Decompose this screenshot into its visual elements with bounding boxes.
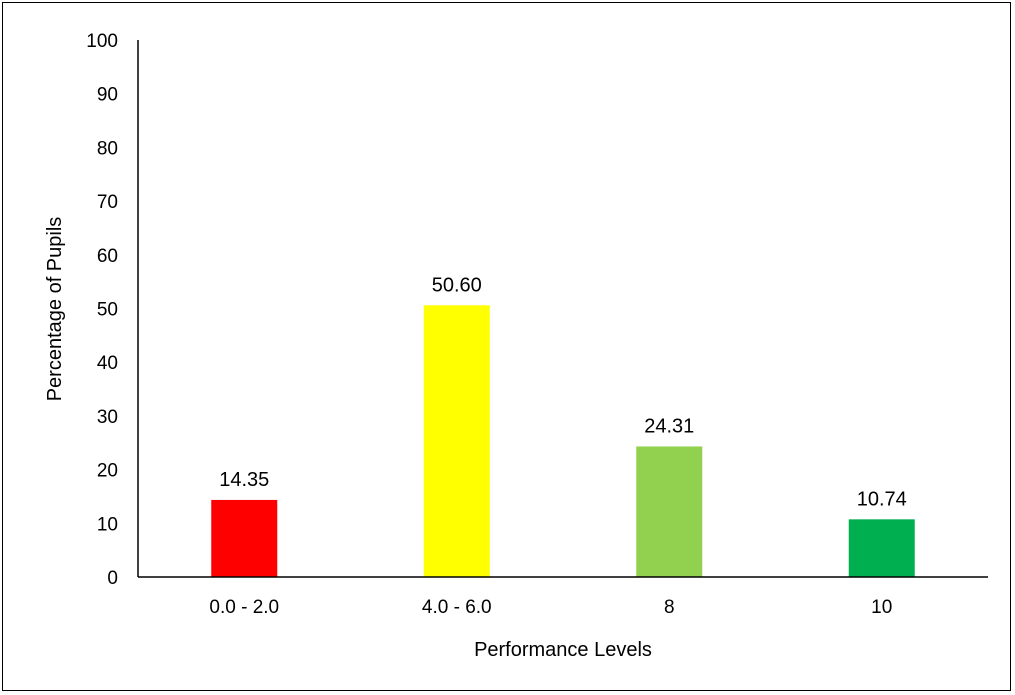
y-tick-label: 40: [97, 353, 118, 374]
bar: [636, 446, 703, 577]
x-tick-label: 8: [664, 597, 675, 618]
x-axis-ticks: 0.0 - 2.0 4.0 - 6.0 8 10: [209, 597, 892, 618]
y-tick-label: 10: [97, 514, 118, 535]
y-tick-label: 60: [97, 246, 118, 267]
x-axis-title: Performance Levels: [474, 639, 652, 661]
y-axis-ticks: 0 10 20 30 40 50 60 70 80 90 100: [86, 31, 118, 589]
bar: [211, 499, 278, 577]
y-tick-label: 30: [97, 407, 118, 428]
data-label: 10.74: [857, 488, 907, 510]
y-tick-label: 50: [97, 300, 118, 321]
bars-group: 14.35 50.60 24.31 10.74: [211, 274, 915, 577]
data-label: 24.31: [644, 415, 694, 437]
y-tick-label: 70: [97, 192, 118, 213]
bar: [423, 305, 490, 577]
y-tick-label: 0: [107, 568, 118, 589]
bar: [848, 519, 915, 577]
data-label: 50.60: [432, 274, 482, 296]
y-tick-label: 20: [97, 461, 118, 482]
x-tick-label: 0.0 - 2.0: [209, 597, 279, 618]
y-tick-label: 80: [97, 138, 118, 159]
x-tick-label: 10: [871, 597, 892, 618]
y-tick-label: 100: [86, 31, 118, 52]
y-axis-title: Percentage of Pupils: [44, 217, 66, 402]
y-tick-label: 90: [97, 85, 118, 106]
x-tick-label: 4.0 - 6.0: [422, 597, 492, 618]
data-label: 14.35: [219, 469, 269, 491]
